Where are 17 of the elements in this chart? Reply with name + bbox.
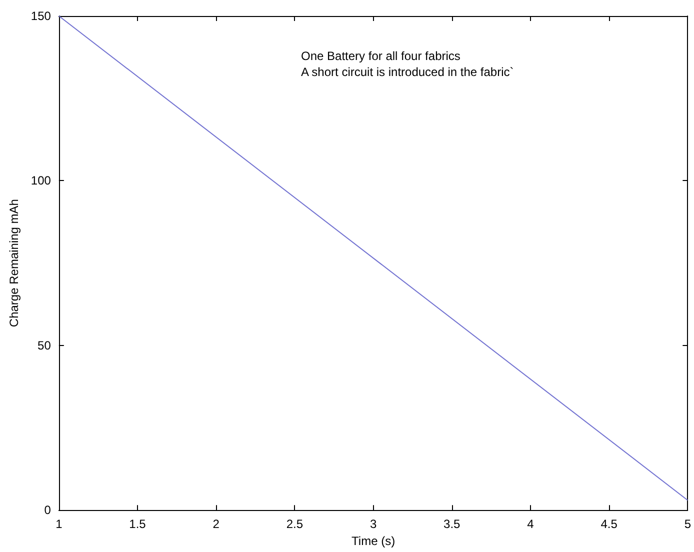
x-tick-label: 4.5: [600, 517, 618, 532]
x-tick-label: 4: [527, 517, 534, 532]
x-tick-label: 3.5: [444, 517, 461, 532]
y-tick-label: 50: [38, 338, 52, 352]
x-tick-label: 2.5: [286, 517, 304, 532]
x-tick-label: 1: [56, 517, 63, 532]
y-axis-title: Charge Remaining mAh: [7, 199, 21, 328]
annotation: A short circuit is introduced in the fabric`: [301, 65, 514, 79]
y-tick-label: 150: [30, 9, 52, 23]
x-tick-label: 5: [684, 517, 692, 532]
y-tick-label: 100: [30, 174, 52, 188]
x-axis-title: Time (s): [352, 534, 396, 548]
x-tick-label: 3: [370, 517, 377, 532]
x-tick-label: 1.5: [129, 517, 146, 532]
y-tick-label: 0: [44, 503, 52, 518]
annotation: One Battery for all four fabrics: [301, 49, 460, 63]
x-tick-label: 2: [212, 517, 220, 532]
